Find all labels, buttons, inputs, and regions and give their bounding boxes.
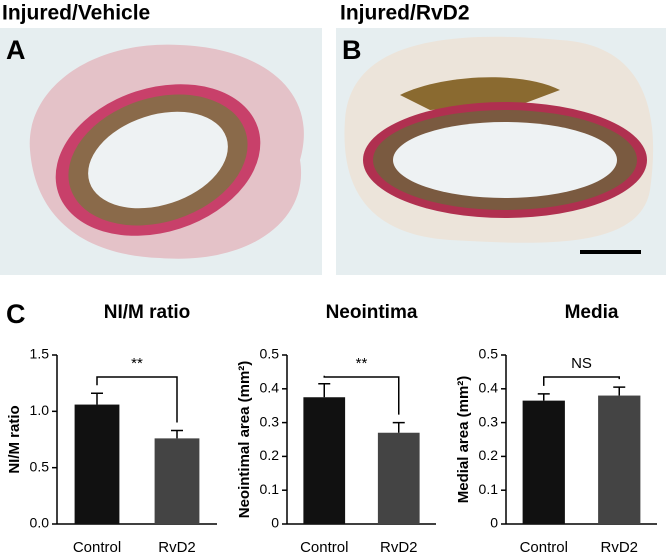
y-tick-label: 0.2 [260,447,280,463]
y-axis-label: Neointimal area (mm²) [236,361,253,519]
panel-title: Injured/RvD2 [340,2,470,25]
bar [598,395,641,524]
y-tick-label: 1.5 [30,346,50,362]
y-tick-label: 0.5 [479,346,499,362]
y-tick-label: 0.5 [260,346,280,362]
y-tick-label: 0.1 [479,481,499,497]
x-tick-label: Control [300,539,348,556]
bar [377,432,420,524]
bar [303,397,346,524]
x-tick-label: Control [73,539,121,556]
y-tick-label: 0.1 [260,481,280,497]
panel-title: Injured/Vehicle [2,2,150,25]
chart-title: Neointima [326,302,418,323]
bar [522,400,565,524]
y-tick-label: 0.4 [479,380,499,396]
chart-title: Media [565,302,619,323]
significance-label: ** [131,355,143,372]
significance-label: ** [356,355,368,372]
error-bar [537,393,550,401]
y-axis-label: NI/M ratio [6,405,23,473]
y-tick-label: 0.4 [260,380,280,396]
significance-label: NS [571,355,592,372]
bar [154,438,200,524]
y-tick-label: 0.5 [30,458,50,474]
micrograph-a [0,28,322,275]
panel-letter: B [342,35,362,65]
error-bar [91,392,103,405]
significance-bracket [96,376,178,423]
y-tick-label: 0.0 [30,515,50,531]
y-tick-label: 0.3 [260,413,280,429]
panel-letter: C [6,299,26,329]
x-tick-label: RvD2 [380,539,418,556]
error-bar [318,382,331,398]
y-tick-label: 1.0 [30,402,50,418]
micrograph-b [336,28,666,275]
y-tick-label: 0 [271,515,279,531]
bar [74,404,120,524]
y-tick-label: 0.3 [479,413,499,429]
significance-bracket [323,375,400,415]
error-bar [613,386,626,396]
panel-letter: A [6,35,26,65]
error-bar [392,421,405,433]
x-tick-label: RvD2 [158,539,196,556]
significance-bracket [543,376,620,386]
y-tick-label: 0.2 [479,447,499,463]
x-tick-label: RvD2 [600,539,638,556]
x-tick-label: Control [520,539,568,556]
y-axis-label: Medial area (mm²) [455,376,472,504]
error-bar [171,429,183,439]
y-tick-label: 0 [490,515,498,531]
chart-title: NI/M ratio [104,302,191,323]
